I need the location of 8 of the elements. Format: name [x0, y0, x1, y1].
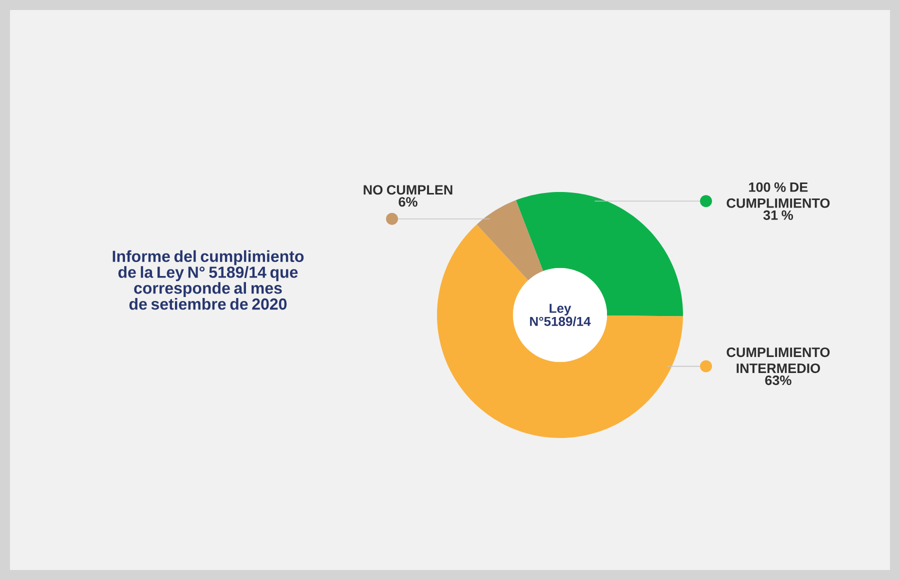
- legend-label: CUMPLIMIENTO INTERMEDIO: [726, 348, 830, 374]
- text: Informe del cumplimiento de la Ley N° 5189/14 que corresponde al mes de setiembre de 2020: [112, 250, 304, 310]
- data-label: 63%: [765, 376, 792, 386]
- data-label: 6%: [398, 197, 418, 207]
- slice-label: NO CUMPLEN: [364, 185, 452, 195]
- text: Ley N°5189/14: [530, 304, 591, 326]
- slice-label: 100 % DE CUMPLIMIENTO: [726, 182, 830, 208]
- data-label: 31 %: [763, 210, 794, 220]
